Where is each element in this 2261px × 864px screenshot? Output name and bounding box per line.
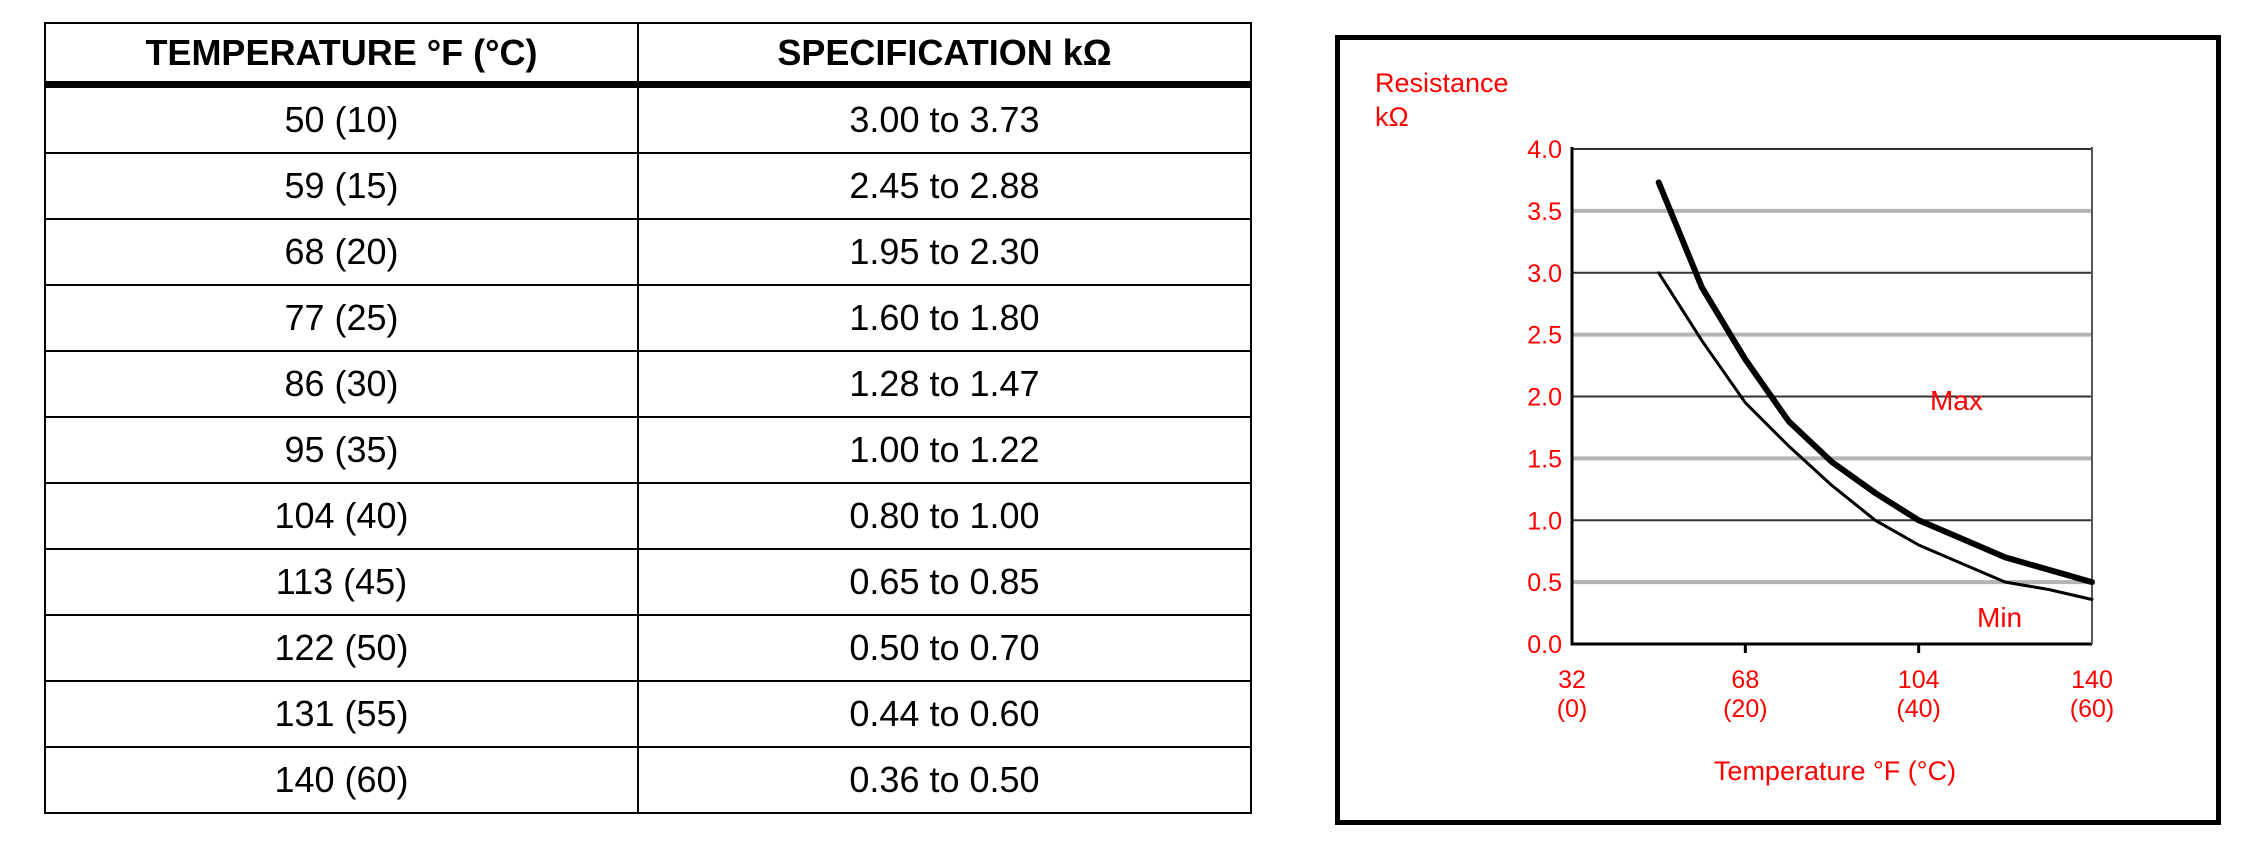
temperature-cell: 122 (50)	[44, 614, 639, 682]
column-header-temperature: TEMPERATURE °F (°C)	[44, 22, 639, 88]
table-row: 68 (20) 1.95 to 2.30	[44, 218, 1252, 286]
specification-cell: 2.45 to 2.88	[637, 152, 1252, 220]
y-tick-label: 2.0	[1527, 384, 1562, 412]
y-tick-label: 0.5	[1527, 569, 1562, 597]
temperature-cell: 104 (40)	[44, 482, 639, 550]
y-axis-unit: kΩ	[1375, 102, 1409, 132]
temperature-cell: 77 (25)	[44, 284, 639, 352]
table-row: 122 (50) 0.50 to 0.70	[44, 614, 1252, 682]
specification-cell: 0.50 to 0.70	[637, 614, 1252, 682]
y-tick-label: 1.0	[1527, 507, 1562, 535]
column-header-specification: SPECIFICATION kΩ	[637, 22, 1252, 88]
specification-cell: 0.80 to 1.00	[637, 482, 1252, 550]
table-row: 95 (35) 1.00 to 1.22	[44, 416, 1252, 484]
specification-cell: 1.28 to 1.47	[637, 350, 1252, 418]
y-tick-label: 3.0	[1527, 260, 1562, 288]
table-row: 50 (10) 3.00 to 3.73	[44, 83, 1252, 154]
temperature-cell: 68 (20)	[44, 218, 639, 286]
x-axis-title: Temperature °F (°C)	[1714, 756, 1956, 786]
specification-cell: 1.60 to 1.80	[637, 284, 1252, 352]
resistance-chart: 0.0 0.5 1.0 1.5 2.0 2.5 3.0 3.5 4.0 32(0) 68(20) 10…	[1375, 68, 2114, 786]
y-tick-label: 4.0	[1527, 136, 1562, 164]
x-tick-label: 32	[1558, 666, 1586, 694]
table-row: 59 (15) 2.45 to 2.88	[44, 152, 1252, 220]
y-tick-label: 0.0	[1527, 631, 1562, 659]
specification-cell: 3.00 to 3.73	[637, 83, 1252, 154]
temperature-cell: 113 (45)	[44, 548, 639, 616]
specification-cell: 1.95 to 2.30	[637, 218, 1252, 286]
table-row: 104 (40) 0.80 to 1.00	[44, 482, 1252, 550]
y-tick-label: 2.5	[1527, 322, 1562, 350]
table-header-row: TEMPERATURE °F (°C) SPECIFICATION kΩ	[44, 22, 1252, 88]
x-tick-label: 104	[1898, 666, 1940, 694]
table-row: 86 (30) 1.28 to 1.47	[44, 350, 1252, 418]
x-tick-sublabel: (0)	[1557, 695, 1588, 723]
y-tick-label: 1.5	[1527, 445, 1562, 473]
x-tick-label: 140	[2071, 666, 2113, 694]
temperature-cell: 50 (10)	[44, 83, 639, 154]
table-row: 140 (60) 0.36 to 0.50	[44, 746, 1252, 814]
table-row: 77 (25) 1.60 to 1.80	[44, 284, 1252, 352]
x-tick-sublabel: (60)	[2070, 695, 2114, 723]
specification-cell: 1.00 to 1.22	[637, 416, 1252, 484]
specification-cell: 0.44 to 0.60	[637, 680, 1252, 748]
y-tick-label: 3.5	[1527, 198, 1562, 226]
series-label-min: Min	[1977, 602, 2022, 633]
series-label-max: Max	[1930, 385, 1983, 416]
table-body: 50 (10) 3.00 to 3.73 59 (15) 2.45 to 2.88 68…	[44, 83, 1252, 814]
series-line-min	[1657, 271, 2094, 601]
temperature-cell: 131 (55)	[44, 680, 639, 748]
specification-cell: 0.65 to 0.85	[637, 548, 1252, 616]
table-row: 131 (55) 0.44 to 0.60	[44, 680, 1252, 748]
spec-table: TEMPERATURE °F (°C) SPECIFICATION kΩ 50 …	[44, 22, 1252, 814]
temperature-cell: 95 (35)	[44, 416, 639, 484]
series-line-max	[1655, 179, 2095, 586]
x-tick-sublabel: (20)	[1723, 695, 1767, 723]
y-axis-title: Resistance	[1375, 68, 1509, 98]
table-row: 113 (45) 0.65 to 0.85	[44, 548, 1252, 616]
temperature-cell: 59 (15)	[44, 152, 639, 220]
temperature-cell: 140 (60)	[44, 746, 639, 814]
specification-cell: 0.36 to 0.50	[637, 746, 1252, 814]
x-tick-sublabel: (40)	[1896, 695, 1940, 723]
temperature-cell: 86 (30)	[44, 350, 639, 418]
chart-frame: 0.0 0.5 1.0 1.5 2.0 2.5 3.0 3.5 4.0 32 (0) 68 (20) 10…	[1335, 35, 2221, 825]
x-tick-label: 68	[1731, 666, 1759, 694]
